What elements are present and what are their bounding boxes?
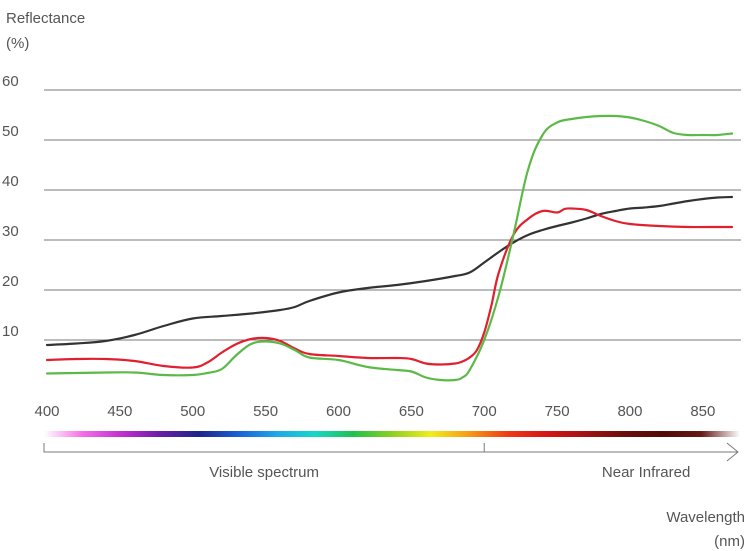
series-line-green	[45, 114, 734, 382]
spectrum-bar	[44, 431, 740, 437]
y-axis-title-line2: (%)	[6, 35, 29, 52]
series-line-dark	[45, 195, 734, 347]
visible-spectrum-label: Visible spectrum	[209, 464, 319, 481]
visible-band-bracket	[43, 443, 485, 453]
x-tick-label: 400	[34, 403, 59, 420]
x-tick-label: 500	[180, 403, 205, 420]
near-infrared-label: Near Infrared	[602, 464, 690, 481]
y-tick-label: 50	[2, 123, 19, 140]
x-axis-title-line2: (nm)	[714, 533, 745, 550]
x-tick-label: 800	[617, 403, 642, 420]
x-tick-label: 650	[399, 403, 424, 420]
y-tick-label: 40	[2, 173, 19, 190]
near-infrared-band-arrow	[484, 442, 739, 462]
x-tick-label: 600	[326, 403, 351, 420]
y-tick-label: 60	[2, 73, 19, 90]
x-tick-label: 550	[253, 403, 278, 420]
y-tick-label: 30	[2, 223, 19, 240]
y-tick-labels: 10 20 30 40 50 60	[2, 73, 19, 340]
series-lines	[45, 114, 734, 382]
x-axis-title-line1: Wavelength	[666, 509, 745, 526]
y-tick-label: 10	[2, 323, 19, 340]
series-line-red	[45, 207, 734, 369]
spectrum-band-brackets: Visible spectrum Near Infrared	[43, 442, 739, 481]
x-tick-label: 750	[545, 403, 570, 420]
x-tick-label: 450	[107, 403, 132, 420]
y-tick-label: 20	[2, 273, 19, 290]
x-tick-label: 850	[690, 403, 715, 420]
x-tick-labels: 400 450 500 550 600 650 700 750 800 850	[34, 403, 715, 420]
grid-lines	[44, 89, 741, 341]
y-axis-title-line1: Reflectance	[6, 10, 85, 27]
x-tick-label: 700	[472, 403, 497, 420]
